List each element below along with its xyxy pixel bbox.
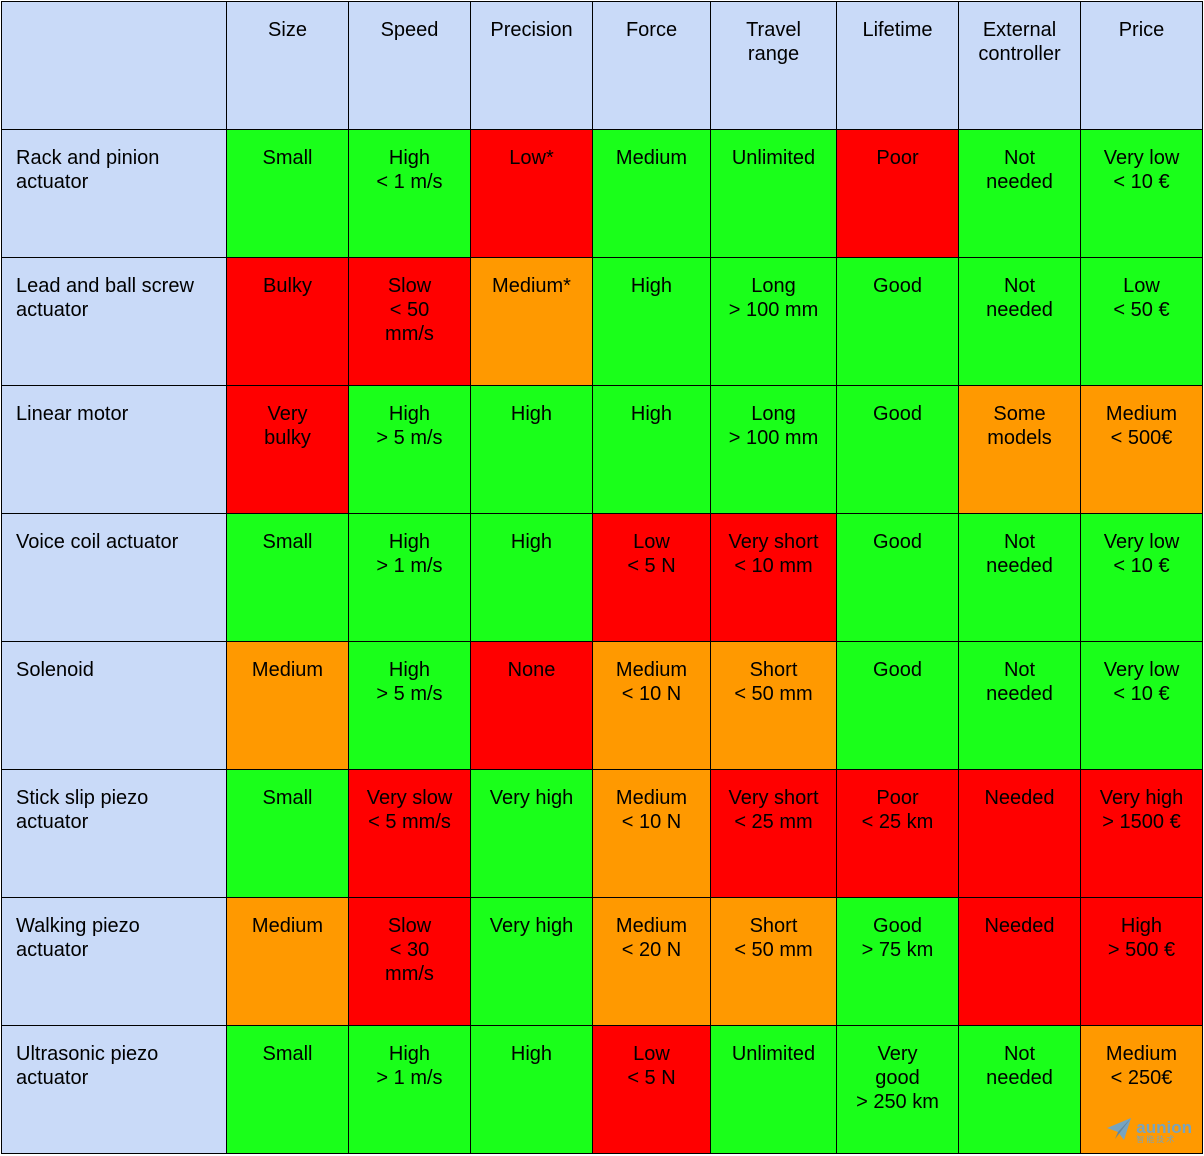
column-header: Price <box>1080 1 1203 130</box>
rating-cell: Very low < 10 € <box>1080 129 1203 258</box>
rating-cell: Very slow < 5 mm/s <box>348 769 471 898</box>
rating-cell: Very low < 10 € <box>1080 641 1203 770</box>
table-row: Stick slip piezo actuator Small Very slow … <box>1 769 1203 898</box>
rating-cell: High < 1 m/s <box>348 129 471 258</box>
column-header: Precision <box>470 1 593 130</box>
column-header: External controller <box>958 1 1081 130</box>
rating-cell: Medium < 20 N <box>592 897 711 1026</box>
rating-cell: Good > 75 km <box>836 897 959 1026</box>
column-header: Size <box>226 1 349 130</box>
rating-cell: Low* <box>470 129 593 258</box>
watermark-logo: aunion 智能技术 <box>1106 1117 1192 1146</box>
row-header: Solenoid <box>1 641 227 770</box>
rating-cell: High <box>470 1025 593 1154</box>
rating-cell: Bulky <box>226 257 349 386</box>
rating-cell: Good <box>836 513 959 642</box>
rating-cell: Not needed <box>958 129 1081 258</box>
rating-cell: High > 1 m/s <box>348 513 471 642</box>
rating-cell: Good <box>836 641 959 770</box>
rating-cell: Slow < 50 mm/s <box>348 257 471 386</box>
rating-cell: Very high <box>470 769 593 898</box>
rating-cell: Not needed <box>958 641 1081 770</box>
rating-cell: Needed <box>958 897 1081 1026</box>
column-header: Travel range <box>710 1 837 130</box>
rating-cell: Poor < 25 km <box>836 769 959 898</box>
watermark-subtext: 智能技术 <box>1136 1135 1177 1144</box>
rating-cell: Low < 5 N <box>592 513 711 642</box>
table-row: Linear motor Very bulky High > 5 m/s High Hi… <box>1 385 1203 514</box>
column-header: Speed <box>348 1 471 130</box>
row-header: Linear motor <box>1 385 227 514</box>
row-header: Rack and pinion actuator <box>1 129 227 258</box>
rating-cell: Poor <box>836 129 959 258</box>
rating-cell: High <box>592 257 711 386</box>
rating-cell: Not needed <box>958 1025 1081 1154</box>
row-header: Lead and ball screw actuator <box>1 257 227 386</box>
rating-cell: Some models <box>958 385 1081 514</box>
table-row: Solenoid Medium High > 5 m/s None Medium < 1… <box>1 641 1203 770</box>
rating-cell: Medium < 500€ <box>1080 385 1203 514</box>
rating-cell: Long > 100 mm <box>710 257 837 386</box>
row-header: Voice coil actuator <box>1 513 227 642</box>
rating-cell: High > 5 m/s <box>348 385 471 514</box>
rating-cell: High > 500 € <box>1080 897 1203 1026</box>
watermark-text: aunion <box>1136 1118 1192 1137</box>
rating-cell: Unlimited <box>710 129 837 258</box>
table-row: Voice coil actuator Small High > 1 m/s High… <box>1 513 1203 642</box>
rating-cell: Very short < 10 mm <box>710 513 837 642</box>
rating-cell: Long > 100 mm <box>710 385 837 514</box>
rating-cell: High <box>470 385 593 514</box>
rating-cell: Small <box>226 769 349 898</box>
rating-cell: Very short < 25 mm <box>710 769 837 898</box>
rating-cell: Unlimited <box>710 1025 837 1154</box>
rating-cell: Medium <box>226 641 349 770</box>
rating-cell: Medium* <box>470 257 593 386</box>
rating-cell: Low < 50 € <box>1080 257 1203 386</box>
rating-cell: Small <box>226 129 349 258</box>
rating-cell: Very good > 250 km <box>836 1025 959 1154</box>
rating-cell: Very high > 1500 € <box>1080 769 1203 898</box>
rating-cell: Slow < 30 mm/s <box>348 897 471 1026</box>
rating-cell: Very bulky <box>226 385 349 514</box>
header-row: Size Speed Precision Force Travel range Lifet… <box>1 1 1203 130</box>
rating-cell: Needed <box>958 769 1081 898</box>
rating-cell: Not needed <box>958 257 1081 386</box>
rating-cell: Not needed <box>958 513 1081 642</box>
rating-cell: Medium <box>592 129 711 258</box>
rating-cell: High > 1 m/s <box>348 1025 471 1154</box>
table-row: Walking piezo actuator Medium Slow < 30 mm… <box>1 897 1203 1026</box>
rating-cell: Medium < 10 N <box>592 641 711 770</box>
column-header: Lifetime <box>836 1 959 130</box>
rating-cell: Very high <box>470 897 593 1026</box>
rating-cell: Medium < 250€ <box>1080 1025 1203 1154</box>
header-corner <box>1 1 227 130</box>
rating-cell: Medium < 10 N <box>592 769 711 898</box>
row-header: Walking piezo actuator <box>1 897 227 1026</box>
rating-cell: Very low < 10 € <box>1080 513 1203 642</box>
table-row: Lead and ball screw actuator Bulky Slow < … <box>1 257 1203 386</box>
rating-cell: Small <box>226 513 349 642</box>
rating-cell: Low < 5 N <box>592 1025 711 1154</box>
paper-plane-icon <box>1106 1117 1132 1146</box>
row-header: Ultrasonic piezo actuator <box>1 1025 227 1154</box>
rating-cell: Medium <box>226 897 349 1026</box>
rating-cell: High > 5 m/s <box>348 641 471 770</box>
rating-cell: None <box>470 641 593 770</box>
rating-cell: Good <box>836 257 959 386</box>
rating-cell: High <box>470 513 593 642</box>
rating-cell: High <box>592 385 711 514</box>
table-row: Rack and pinion actuator Small High < 1 m/… <box>1 129 1203 258</box>
table-row: Ultrasonic piezo actuator Small High > 1 m… <box>1 1025 1203 1154</box>
row-header: Stick slip piezo actuator <box>1 769 227 898</box>
rating-cell: Short < 50 mm <box>710 641 837 770</box>
rating-cell: Short < 50 mm <box>710 897 837 1026</box>
rating-cell: Good <box>836 385 959 514</box>
column-header: Force <box>592 1 711 130</box>
rating-cell: Small <box>226 1025 349 1154</box>
